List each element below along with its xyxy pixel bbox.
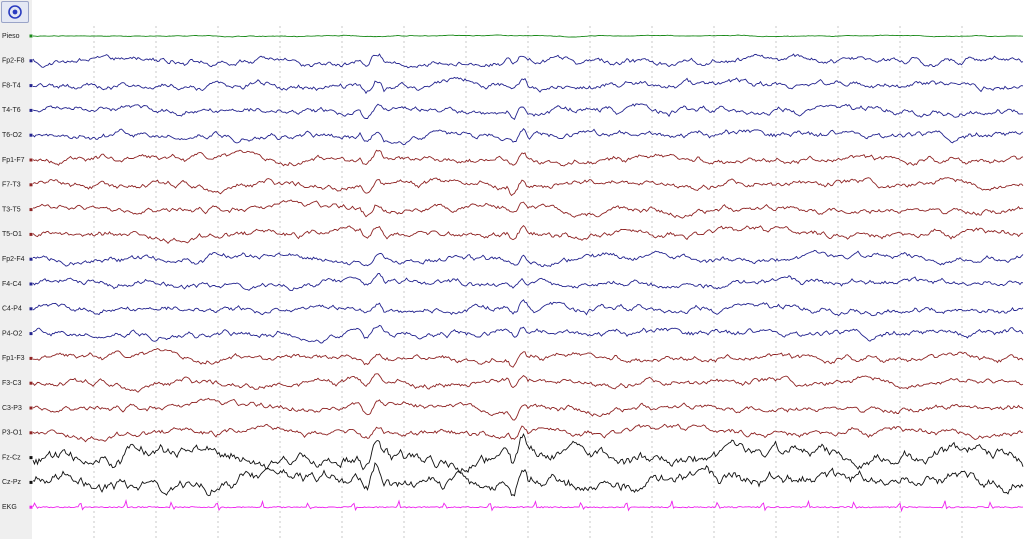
- channel-marker: [29, 307, 33, 311]
- waveform: [32, 299, 1024, 317]
- channel-marker: [29, 505, 33, 509]
- channel-label: F7-T3: [2, 182, 21, 189]
- channel-panel: [0, 0, 32, 539]
- channel-marker: [29, 158, 33, 162]
- channel-label: Fp1-F7: [2, 157, 25, 164]
- waveform: [32, 347, 1024, 368]
- waveform: [32, 373, 1024, 393]
- waveform: [32, 224, 1024, 244]
- channel-marker: [29, 406, 33, 410]
- channel-marker: [29, 356, 33, 360]
- channel-marker: [29, 456, 33, 460]
- channel-marker: [29, 84, 33, 88]
- channel-label: EKG: [2, 504, 17, 511]
- channel-label: T6-O2: [2, 132, 22, 139]
- waveform: [32, 462, 1024, 497]
- channel-label: Fp2-F8: [2, 58, 25, 65]
- waveform: [33, 76, 1024, 95]
- channel-marker: [29, 34, 33, 38]
- channel-label: F8-T4: [2, 82, 21, 89]
- channel-label: C3-P3: [2, 405, 22, 412]
- channel-marker: [29, 431, 33, 435]
- channel-marker: [29, 59, 33, 63]
- channel-marker: [29, 208, 33, 212]
- waveform: [32, 397, 1024, 421]
- waveform: [32, 498, 1024, 513]
- waveform: [32, 103, 1024, 120]
- channel-marker: [29, 332, 33, 336]
- channel-marker: [29, 108, 33, 112]
- channel-label: P4-O2: [2, 330, 22, 337]
- channel-marker: [29, 381, 33, 385]
- channel-marker: [29, 232, 33, 236]
- waveform: [32, 53, 1024, 69]
- waveform: [32, 127, 1024, 146]
- channel-label: F4-C4: [2, 281, 22, 288]
- channel-label: Fp2-F4: [2, 256, 25, 263]
- channel-label: Fp1-F3: [2, 355, 25, 362]
- channel-label: T5-O1: [2, 231, 22, 238]
- channel-marker: [29, 480, 33, 484]
- channel-label: Fz-Cz: [2, 454, 21, 461]
- channel-marker: [29, 257, 33, 261]
- target-button[interactable]: [1, 1, 29, 23]
- waveform: [32, 249, 1024, 268]
- channel-marker: [29, 133, 33, 137]
- channel-label: C4-P4: [2, 306, 22, 313]
- waveform: [32, 273, 1024, 292]
- channel-label: F3-C3: [2, 380, 22, 387]
- channel-label: P3-O1: [2, 430, 22, 437]
- channel-marker: [29, 183, 33, 187]
- waveform: [32, 324, 1024, 344]
- waveform: [32, 423, 1024, 443]
- channel-label: Cz-Pz: [2, 479, 22, 486]
- waveform: [32, 177, 1024, 197]
- channel-label: T4-T6: [2, 107, 21, 114]
- waveform: [32, 149, 1024, 167]
- waveform: [32, 199, 1024, 219]
- channel-label: Pieso: [2, 33, 20, 40]
- waveform: [32, 432, 1024, 473]
- waveform: [32, 34, 1024, 38]
- channel-label: T3-T5: [2, 206, 21, 213]
- channel-marker: [29, 282, 33, 286]
- target-icon: [8, 5, 22, 19]
